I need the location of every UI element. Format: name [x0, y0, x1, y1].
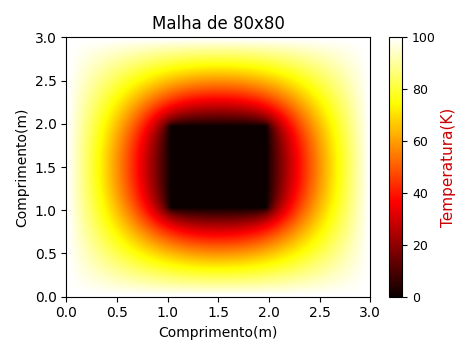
Y-axis label: Comprimento(m): Comprimento(m)	[15, 107, 29, 227]
Y-axis label: Temperatura(K): Temperatura(K)	[441, 108, 456, 226]
Title: Malha de 80x80: Malha de 80x80	[152, 15, 285, 33]
X-axis label: Comprimento(m): Comprimento(m)	[159, 326, 278, 340]
